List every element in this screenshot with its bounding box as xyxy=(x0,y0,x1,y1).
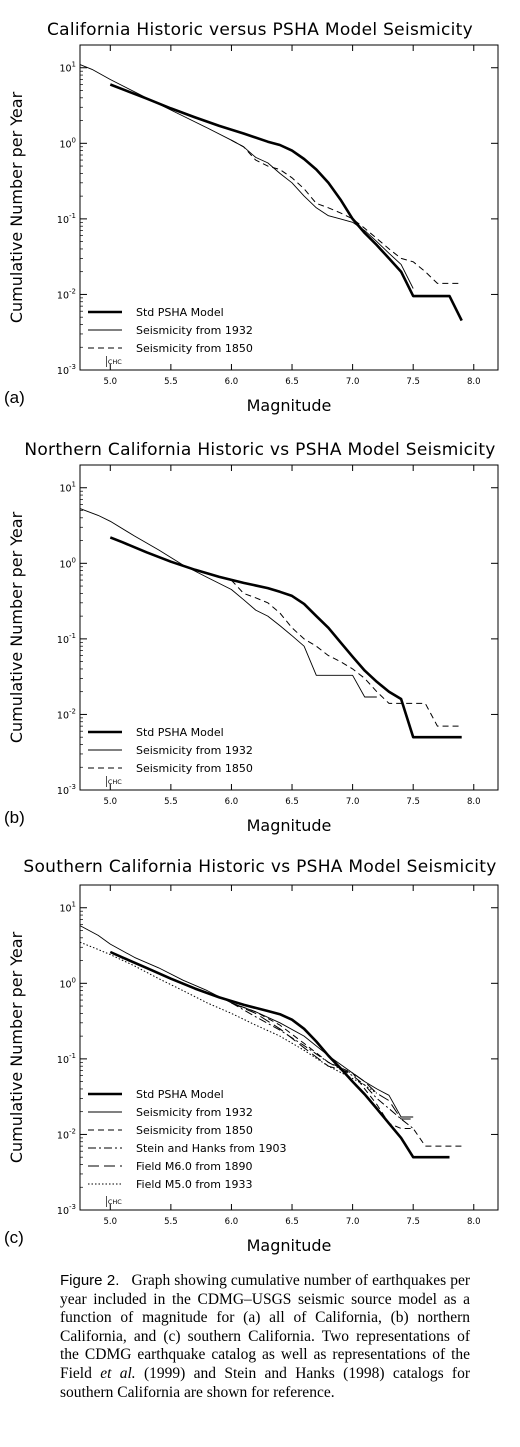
panel-label: (a) xyxy=(4,388,25,407)
legend-label: Seismicity from 1932 xyxy=(136,744,253,757)
x-tick-label: 5.0 xyxy=(104,377,118,387)
y-tick-label: 100 xyxy=(59,556,76,570)
chart-title: California Historic versus PSHA Model Se… xyxy=(46,20,474,40)
figure-label: Figure 2. xyxy=(60,1272,120,1289)
y-tick-label: 10-1 xyxy=(57,212,76,226)
legend-label: Field M5.0 from 1933 xyxy=(136,1178,252,1191)
x-tick-label: 7.0 xyxy=(346,797,360,807)
y-tick-label: 10-2 xyxy=(57,1127,76,1141)
legend-label: Seismicity from 1850 xyxy=(136,342,253,355)
x-tick-label: 5.5 xyxy=(164,797,178,807)
x-tick-label: 8.0 xyxy=(467,1217,481,1227)
caption-text: Graph showing cumulative number of earth… xyxy=(60,1272,470,1308)
x-tick-label: 5.5 xyxy=(164,377,178,387)
series-line-2 xyxy=(79,64,414,289)
y-axis-label: Cumulative Number per Year xyxy=(7,931,26,1163)
panel-label: (c) xyxy=(4,1228,24,1247)
y-axis-label: Cumulative Number per Year xyxy=(7,91,26,323)
series-line-4 xyxy=(231,1002,414,1129)
y-tick-label: 101 xyxy=(59,61,76,75)
chart-svg: 5.0 5.5 6.0 6.5 7.0 7.5 8.0 101 100 10-1 10-2 10-3 M… xyxy=(7,884,499,1255)
panel-label: (b) xyxy=(4,808,25,827)
legend-label: Std PSHA Model xyxy=(136,306,224,319)
caption-text: CDMG xyxy=(84,1346,132,1364)
caption-text: et al. xyxy=(100,1364,136,1382)
figure-caption: Figure 2. Graph showing cumulative numbe… xyxy=(60,1272,470,1402)
series-line-3 xyxy=(231,139,462,284)
x-tick-label: 7.5 xyxy=(406,1217,420,1227)
series-line-3 xyxy=(231,1002,462,1147)
series-line-1 xyxy=(109,950,450,1159)
x-axis-label: Magnitude xyxy=(247,396,332,415)
chart-svg: 5.0 5.5 6.0 6.5 7.0 7.5 8.0 101 100 10-1 10-2 10-3 M… xyxy=(7,464,499,835)
series-line-2 xyxy=(79,925,414,1118)
y-tick-label: 10-3 xyxy=(57,783,76,797)
y-tick-label: 100 xyxy=(59,136,76,150)
x-tick-label: 7.5 xyxy=(406,377,420,387)
y-tick-label: 10-1 xyxy=(57,632,76,646)
series-line-5 xyxy=(231,1002,414,1120)
y-tick-label: 10-3 xyxy=(57,1203,76,1217)
x-tick-label: 6.0 xyxy=(225,797,239,807)
legend-label: Seismicity from 1932 xyxy=(136,324,253,337)
legend-label: Stein and Hanks from 1903 xyxy=(136,1142,286,1155)
series-line-3 xyxy=(231,579,462,727)
legend-label: Seismicity from 1850 xyxy=(136,1124,253,1137)
chart-panel-c: Southern California Historic vs PSHA Mod… xyxy=(0,840,520,1260)
chart-panel-b: Northern California Historic vs PSHA Mod… xyxy=(0,420,520,840)
legend-label: Field M6.0 from 1890 xyxy=(136,1160,252,1173)
x-tick-label: 6.5 xyxy=(285,797,299,807)
series-line-2 xyxy=(79,508,377,698)
x-tick-label: 6.0 xyxy=(225,377,239,387)
legend-label: Std PSHA Model xyxy=(136,726,224,739)
y-tick-label: 10-2 xyxy=(57,707,76,721)
chart-title: Southern California Historic vs PSHA Mod… xyxy=(23,857,497,877)
x-tick-label: 5.5 xyxy=(164,1217,178,1227)
y-tick-label: 100 xyxy=(59,976,76,990)
caption-text: earthquake catalog as well as representa… xyxy=(60,1346,471,1382)
x-tick-label: 5.0 xyxy=(104,797,118,807)
y-tick-label: 10-1 xyxy=(57,1052,76,1066)
chart-annotation: CHC xyxy=(108,1198,122,1206)
x-tick-label: 6.5 xyxy=(285,1217,299,1227)
legend-label: Seismicity from 1850 xyxy=(136,762,253,775)
chart-panel-a: California Historic versus PSHA Model Se… xyxy=(0,0,520,420)
caption-text: (1999) and Stein and Hanks (1998) catalo… xyxy=(60,1364,470,1401)
plot-frame xyxy=(79,464,499,791)
chart-svg: 5.0 5.5 6.0 6.5 7.0 7.5 8.0 101 100 10-1 10-2 10-3 M… xyxy=(7,44,499,415)
x-tick-label: 5.0 xyxy=(104,1217,118,1227)
x-tick-label: 8.0 xyxy=(467,377,481,387)
y-tick-label: 10-3 xyxy=(57,363,76,377)
series-line-1 xyxy=(109,536,462,739)
series-line-1 xyxy=(109,83,463,322)
y-tick-label: 10-2 xyxy=(57,287,76,301)
caption-text: seismic source model as a function of ma… xyxy=(60,1290,470,1364)
x-tick-label: 7.0 xyxy=(346,377,360,387)
y-tick-label: 101 xyxy=(59,481,76,495)
chart-title: Northern California Historic vs PSHA Mod… xyxy=(24,440,496,460)
x-tick-label: 7.5 xyxy=(406,797,420,807)
chart-annotation: CHC xyxy=(108,778,122,786)
x-axis-label: Magnitude xyxy=(247,1236,332,1255)
x-tick-label: 7.0 xyxy=(346,1217,360,1227)
caption-text: CDMG–USGS xyxy=(197,1290,292,1308)
x-tick-label: 6.0 xyxy=(225,1217,239,1227)
legend-label: Seismicity from 1932 xyxy=(136,1106,253,1119)
x-tick-label: 6.5 xyxy=(285,377,299,387)
series-line-6 xyxy=(79,941,378,1094)
x-axis-label: Magnitude xyxy=(247,816,332,835)
x-tick-label: 8.0 xyxy=(467,797,481,807)
plot-frame xyxy=(79,884,499,1211)
y-axis-label: Cumulative Number per Year xyxy=(7,511,26,743)
chart-annotation: CHC xyxy=(108,358,122,366)
y-tick-label: 101 xyxy=(59,901,76,915)
legend-label: Std PSHA Model xyxy=(136,1088,224,1101)
plot-frame xyxy=(79,44,499,371)
